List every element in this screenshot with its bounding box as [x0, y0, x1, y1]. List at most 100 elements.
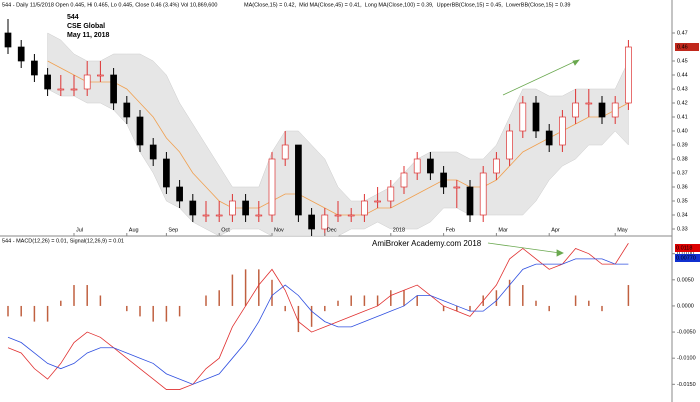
series-line [7, 258, 629, 385]
x-tick-label: Mar [498, 227, 508, 233]
x-tick-label: Jul [76, 227, 83, 233]
candle-body [361, 200, 368, 216]
candle-body [295, 144, 302, 216]
arrow [487, 242, 561, 254]
y-tick-label: 0.41 [677, 114, 688, 120]
candle-body [189, 200, 197, 216]
candle-body [572, 102, 579, 118]
y-tick-label: 0.47 [677, 30, 688, 36]
last-value-label: 0.0118 [676, 245, 692, 251]
candle-body [413, 158, 421, 174]
candle-body [611, 102, 619, 118]
candle-body [70, 88, 78, 91]
x-tick-label: Aug [129, 227, 139, 233]
x-tick-label: May [617, 227, 628, 233]
candle-body [559, 116, 566, 146]
y-tick-label: 0.0000 [677, 303, 694, 309]
candle-body [440, 172, 447, 188]
candle-body [176, 186, 183, 202]
candle-body [334, 214, 342, 217]
indicator-label: UpperBB(Close,15) = 0.45, [437, 2, 504, 8]
plot: 0.33 0.34 0.35 0.36 0.37 0.38 0.39 0.40 0.41 0.42… [2, 2, 700, 390]
y-tick-label: -0.0100 [677, 356, 696, 362]
indicator-label: Mid MA(Close,45) = 0.41, [299, 2, 362, 8]
x-tick-label: Oct [221, 227, 230, 233]
y-tick-label: 0.33 [677, 226, 688, 232]
y-tick-label: 0.42 [677, 100, 688, 106]
series-line [7, 243, 629, 390]
candle-body [585, 102, 593, 105]
candle-body [83, 74, 91, 90]
candle-body [136, 116, 144, 146]
candle-body [110, 74, 117, 104]
candle-body [268, 158, 276, 216]
candle-body [427, 158, 434, 174]
arrow [502, 60, 577, 96]
candle-body [4, 32, 12, 48]
y-tick-label: 0.34 [677, 212, 688, 218]
candle-body [598, 102, 606, 118]
candle-body [17, 46, 25, 62]
y-tick-label: 0.40 [677, 128, 688, 134]
indicator-label: MA(Close,15) = 0.42, [244, 2, 297, 8]
last-price-label: 0.46 [677, 44, 688, 50]
y-tick-label: 0.44 [677, 72, 688, 78]
candle-body [97, 74, 104, 77]
y-tick-label: 0.43 [677, 86, 688, 92]
header: 544 - MACD(12,26) = 0.01, Signal(12,26,9… [2, 238, 124, 244]
candle-body [400, 172, 408, 188]
y-tick-label: -0.0050 [677, 330, 696, 336]
candle-body [493, 158, 500, 174]
candle-body [202, 214, 210, 217]
candle-body [347, 214, 355, 217]
y-tick-label: 0.0050 [677, 277, 694, 283]
candle-body [44, 74, 51, 90]
x-tick-label: Sep [168, 227, 178, 233]
candle-body [57, 88, 65, 91]
candle-body [506, 130, 513, 160]
y-tick-label: 0.38 [677, 156, 688, 162]
candle-body [374, 200, 381, 203]
candle-body [308, 214, 315, 230]
candle-body [229, 200, 236, 216]
last-value-box [675, 244, 700, 252]
legend-text: 544 [67, 14, 79, 21]
candle-body [453, 186, 461, 189]
candle-body [519, 102, 527, 132]
candle-body [479, 172, 487, 216]
candle-body [215, 214, 223, 217]
trend-arrows [487, 59, 580, 257]
y-tick-label: 0.45 [677, 58, 688, 64]
last-price-box [675, 43, 699, 51]
arrowhead [572, 59, 580, 66]
x-tick-label: Dec [327, 227, 337, 233]
x-tick-label: Apr [551, 227, 560, 233]
candle-body [321, 214, 329, 230]
candle-body [545, 130, 553, 146]
candle-body [149, 144, 157, 160]
candle-body [387, 186, 395, 202]
y-tick-label: 0.35 [677, 198, 688, 204]
candle-body [532, 102, 540, 132]
indicator-label: Long MA(Close,100) = 0.39, [365, 2, 434, 8]
header: 544 - Daily 11/5/2018 Open 0.445, Hi 0.4… [2, 2, 217, 8]
y-tick-label: 0.39 [677, 142, 688, 148]
arrowhead [556, 249, 564, 257]
indicator-label: LowerBB(Close,15) = 0.39 [506, 2, 571, 8]
candle-body [281, 144, 289, 160]
x-tick-label: Feb [446, 227, 455, 233]
last-value-box [675, 254, 700, 262]
legend-text: CSE Global [67, 23, 105, 30]
y-tick-label: 0.37 [677, 170, 688, 176]
y-tick-label: -0.0150 [677, 382, 696, 388]
candle-body [255, 214, 263, 217]
candle-body [163, 158, 170, 188]
candle-body [242, 200, 249, 216]
x-tick-label: Nov [274, 227, 284, 233]
candle-body [123, 102, 131, 118]
last-value-label: 0.00770 [676, 255, 696, 261]
legend-text: May 11, 2018 [67, 32, 110, 39]
candle-body [466, 186, 474, 216]
candle-body [625, 46, 632, 104]
